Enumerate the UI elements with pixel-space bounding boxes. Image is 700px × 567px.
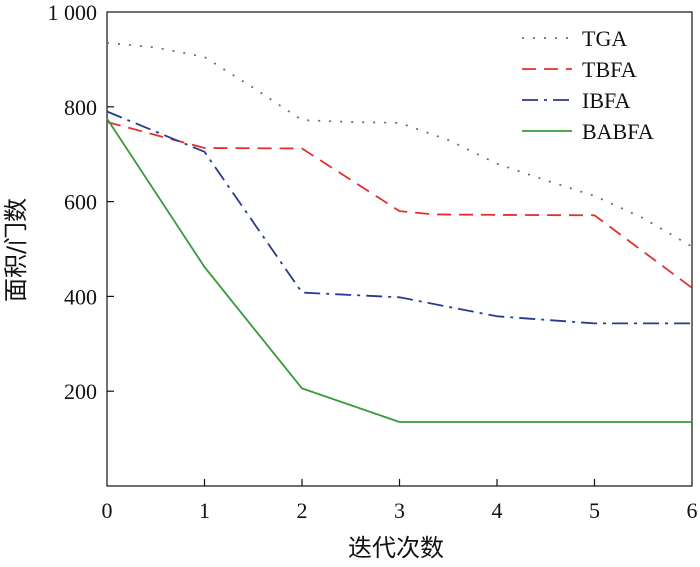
series-line-babfa (106, 118, 692, 423)
y-tick-label: 1 000 (48, 0, 98, 25)
x-axis-title: 迭代次数 (348, 534, 444, 562)
x-tick-label: 2 (297, 498, 308, 523)
x-tick-label: 0 (102, 498, 113, 523)
x-tick-label: 6 (687, 498, 698, 523)
legend-label-ibfa: IBFA (582, 88, 631, 113)
series-line-tbfa (106, 121, 693, 289)
legend-label-tga: TGA (582, 26, 627, 51)
y-tick-label: 400 (64, 284, 97, 309)
x-tick-label: 4 (492, 498, 503, 523)
legend-label-tbfa: TBFA (582, 57, 637, 82)
x-tick-label: 1 (199, 498, 210, 523)
plot-frame (106, 11, 693, 487)
y-tick-label: 800 (64, 95, 97, 120)
y-axis-title: 面积/门数 (2, 198, 30, 302)
legend-label-babfa: BABFA (582, 119, 654, 144)
y-tick-label: 600 (64, 190, 97, 215)
series-line-ibfa (106, 110, 692, 325)
x-tick-label: 3 (394, 498, 405, 523)
y-tick-label: 200 (64, 379, 97, 404)
x-tick-label: 5 (589, 498, 600, 523)
